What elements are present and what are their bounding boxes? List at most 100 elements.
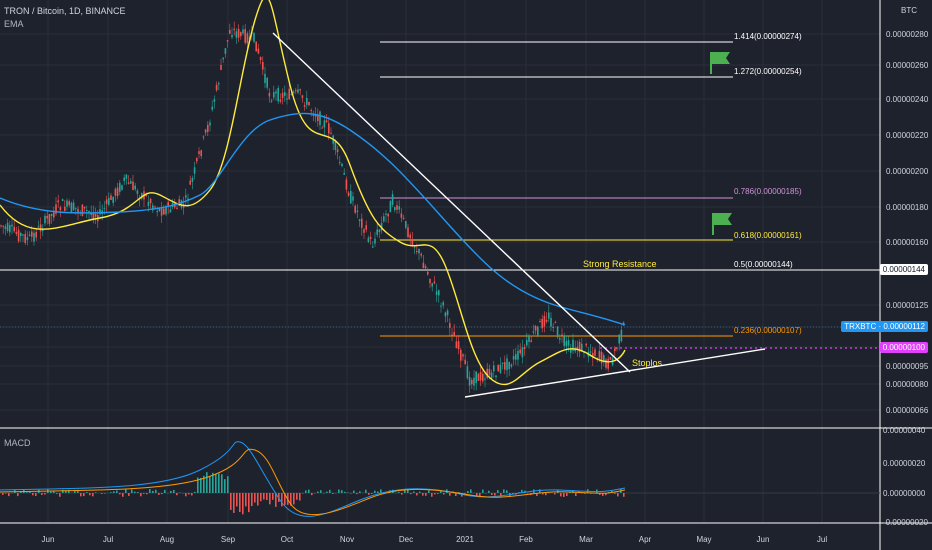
- candle-body: [119, 182, 121, 192]
- candle-body: [121, 185, 123, 190]
- candle-body: [471, 379, 473, 385]
- macd-histogram-bar: [56, 493, 58, 494]
- macd-histogram-bar: [266, 493, 268, 501]
- candle-body: [622, 322, 625, 325]
- candle-body: [154, 206, 156, 208]
- candle-body: [589, 351, 592, 353]
- macd-histogram-bar: [545, 493, 547, 496]
- macd-histogram-bar: [134, 491, 136, 493]
- candle-body: [17, 229, 20, 242]
- macd-histogram-bar: [371, 493, 373, 494]
- candle-body: [455, 341, 458, 348]
- candle-body: [233, 28, 235, 31]
- price-tick-label: 0.00000220: [886, 131, 929, 140]
- macd-histogram-bar: [101, 493, 103, 494]
- candle-body: [537, 326, 539, 337]
- candle-body: [262, 62, 264, 70]
- candle-body: [39, 224, 42, 232]
- candle-body: [618, 334, 620, 344]
- candle-body: [229, 29, 231, 34]
- macd-histogram-bar: [617, 493, 619, 497]
- candle-body: [37, 226, 40, 228]
- candle-body: [92, 212, 95, 220]
- macd-histogram-bar: [350, 493, 352, 494]
- macd-histogram-bar: [359, 491, 361, 493]
- candle-body: [583, 352, 585, 354]
- flag-pole-icon: [710, 52, 712, 74]
- macd-histogram-bar: [218, 473, 220, 493]
- macd-histogram-bar: [575, 493, 577, 497]
- macd-histogram-bar: [518, 492, 520, 493]
- macd-histogram-bar: [233, 493, 235, 513]
- candle-body: [521, 347, 524, 358]
- candle-body: [347, 192, 350, 196]
- candle-body: [290, 94, 293, 96]
- candle-body: [198, 151, 200, 154]
- candle-body: [108, 197, 110, 205]
- macd-histogram-bar: [272, 493, 274, 500]
- macd-histogram-bar: [263, 493, 265, 500]
- macd-histogram-bar: [398, 491, 400, 493]
- price-tick-label: 0.00000260: [886, 61, 929, 70]
- candle-body: [429, 279, 431, 284]
- macd-histogram-bar: [188, 493, 190, 495]
- macd-histogram-bar: [320, 490, 322, 493]
- candle-body: [167, 202, 169, 207]
- macd-histogram-bar: [449, 493, 451, 496]
- candle-body: [501, 362, 504, 364]
- time-tick-label: Mar: [579, 535, 593, 544]
- candle-body: [4, 226, 7, 229]
- candle-body: [605, 359, 607, 368]
- candle-body: [391, 194, 394, 205]
- candle-body: [453, 331, 455, 336]
- candle-body: [163, 208, 165, 215]
- candle-body: [277, 88, 279, 102]
- macd-histogram-bar: [137, 492, 139, 493]
- candle-body: [317, 114, 319, 122]
- candle-body: [266, 77, 268, 88]
- candle-body: [409, 234, 411, 239]
- candle-body: [136, 190, 139, 194]
- macd-histogram-bar: [146, 493, 148, 495]
- macd-histogram-bar: [377, 491, 379, 493]
- macd-histogram-bar: [497, 490, 499, 493]
- macd-histogram-bar: [53, 491, 55, 493]
- macd-histogram-bar: [296, 493, 298, 500]
- price-tick-label: 0.00000240: [886, 95, 929, 104]
- macd-histogram-bar: [611, 490, 613, 493]
- macd-histogram-bar: [29, 491, 31, 493]
- candle-body: [145, 195, 147, 197]
- candle-body: [367, 237, 370, 242]
- macd-histogram-bar: [356, 493, 358, 495]
- macd-histogram-bar: [488, 490, 490, 493]
- candle-body: [559, 338, 561, 340]
- candle-body: [226, 40, 229, 42]
- candle-body: [356, 210, 359, 212]
- candle-body: [594, 349, 596, 356]
- candle-body: [466, 366, 469, 379]
- macd-histogram-bar: [239, 493, 241, 513]
- macd-histogram-bar: [500, 493, 502, 497]
- macd-histogram-bar: [506, 490, 508, 493]
- candle-body: [132, 181, 134, 191]
- candle-body: [528, 335, 530, 342]
- candle-body: [515, 354, 517, 360]
- candle-body: [493, 365, 495, 372]
- macd-signal-line: [0, 448, 626, 516]
- candle-body: [286, 98, 288, 100]
- candle-body: [112, 196, 114, 203]
- candle-body: [339, 162, 341, 164]
- macd-histogram-bar: [503, 489, 505, 493]
- candle-body: [35, 231, 37, 238]
- candle-body: [343, 172, 345, 175]
- candle-body: [193, 167, 196, 174]
- candle-body: [88, 211, 90, 213]
- candle-body: [207, 124, 209, 132]
- macd-histogram-bar: [92, 493, 94, 497]
- macd-histogram-bar: [2, 493, 4, 495]
- candle-body: [127, 182, 130, 184]
- macd-histogram-bar: [443, 493, 445, 495]
- candle-body: [253, 32, 255, 42]
- macd-histogram-bar: [347, 492, 349, 493]
